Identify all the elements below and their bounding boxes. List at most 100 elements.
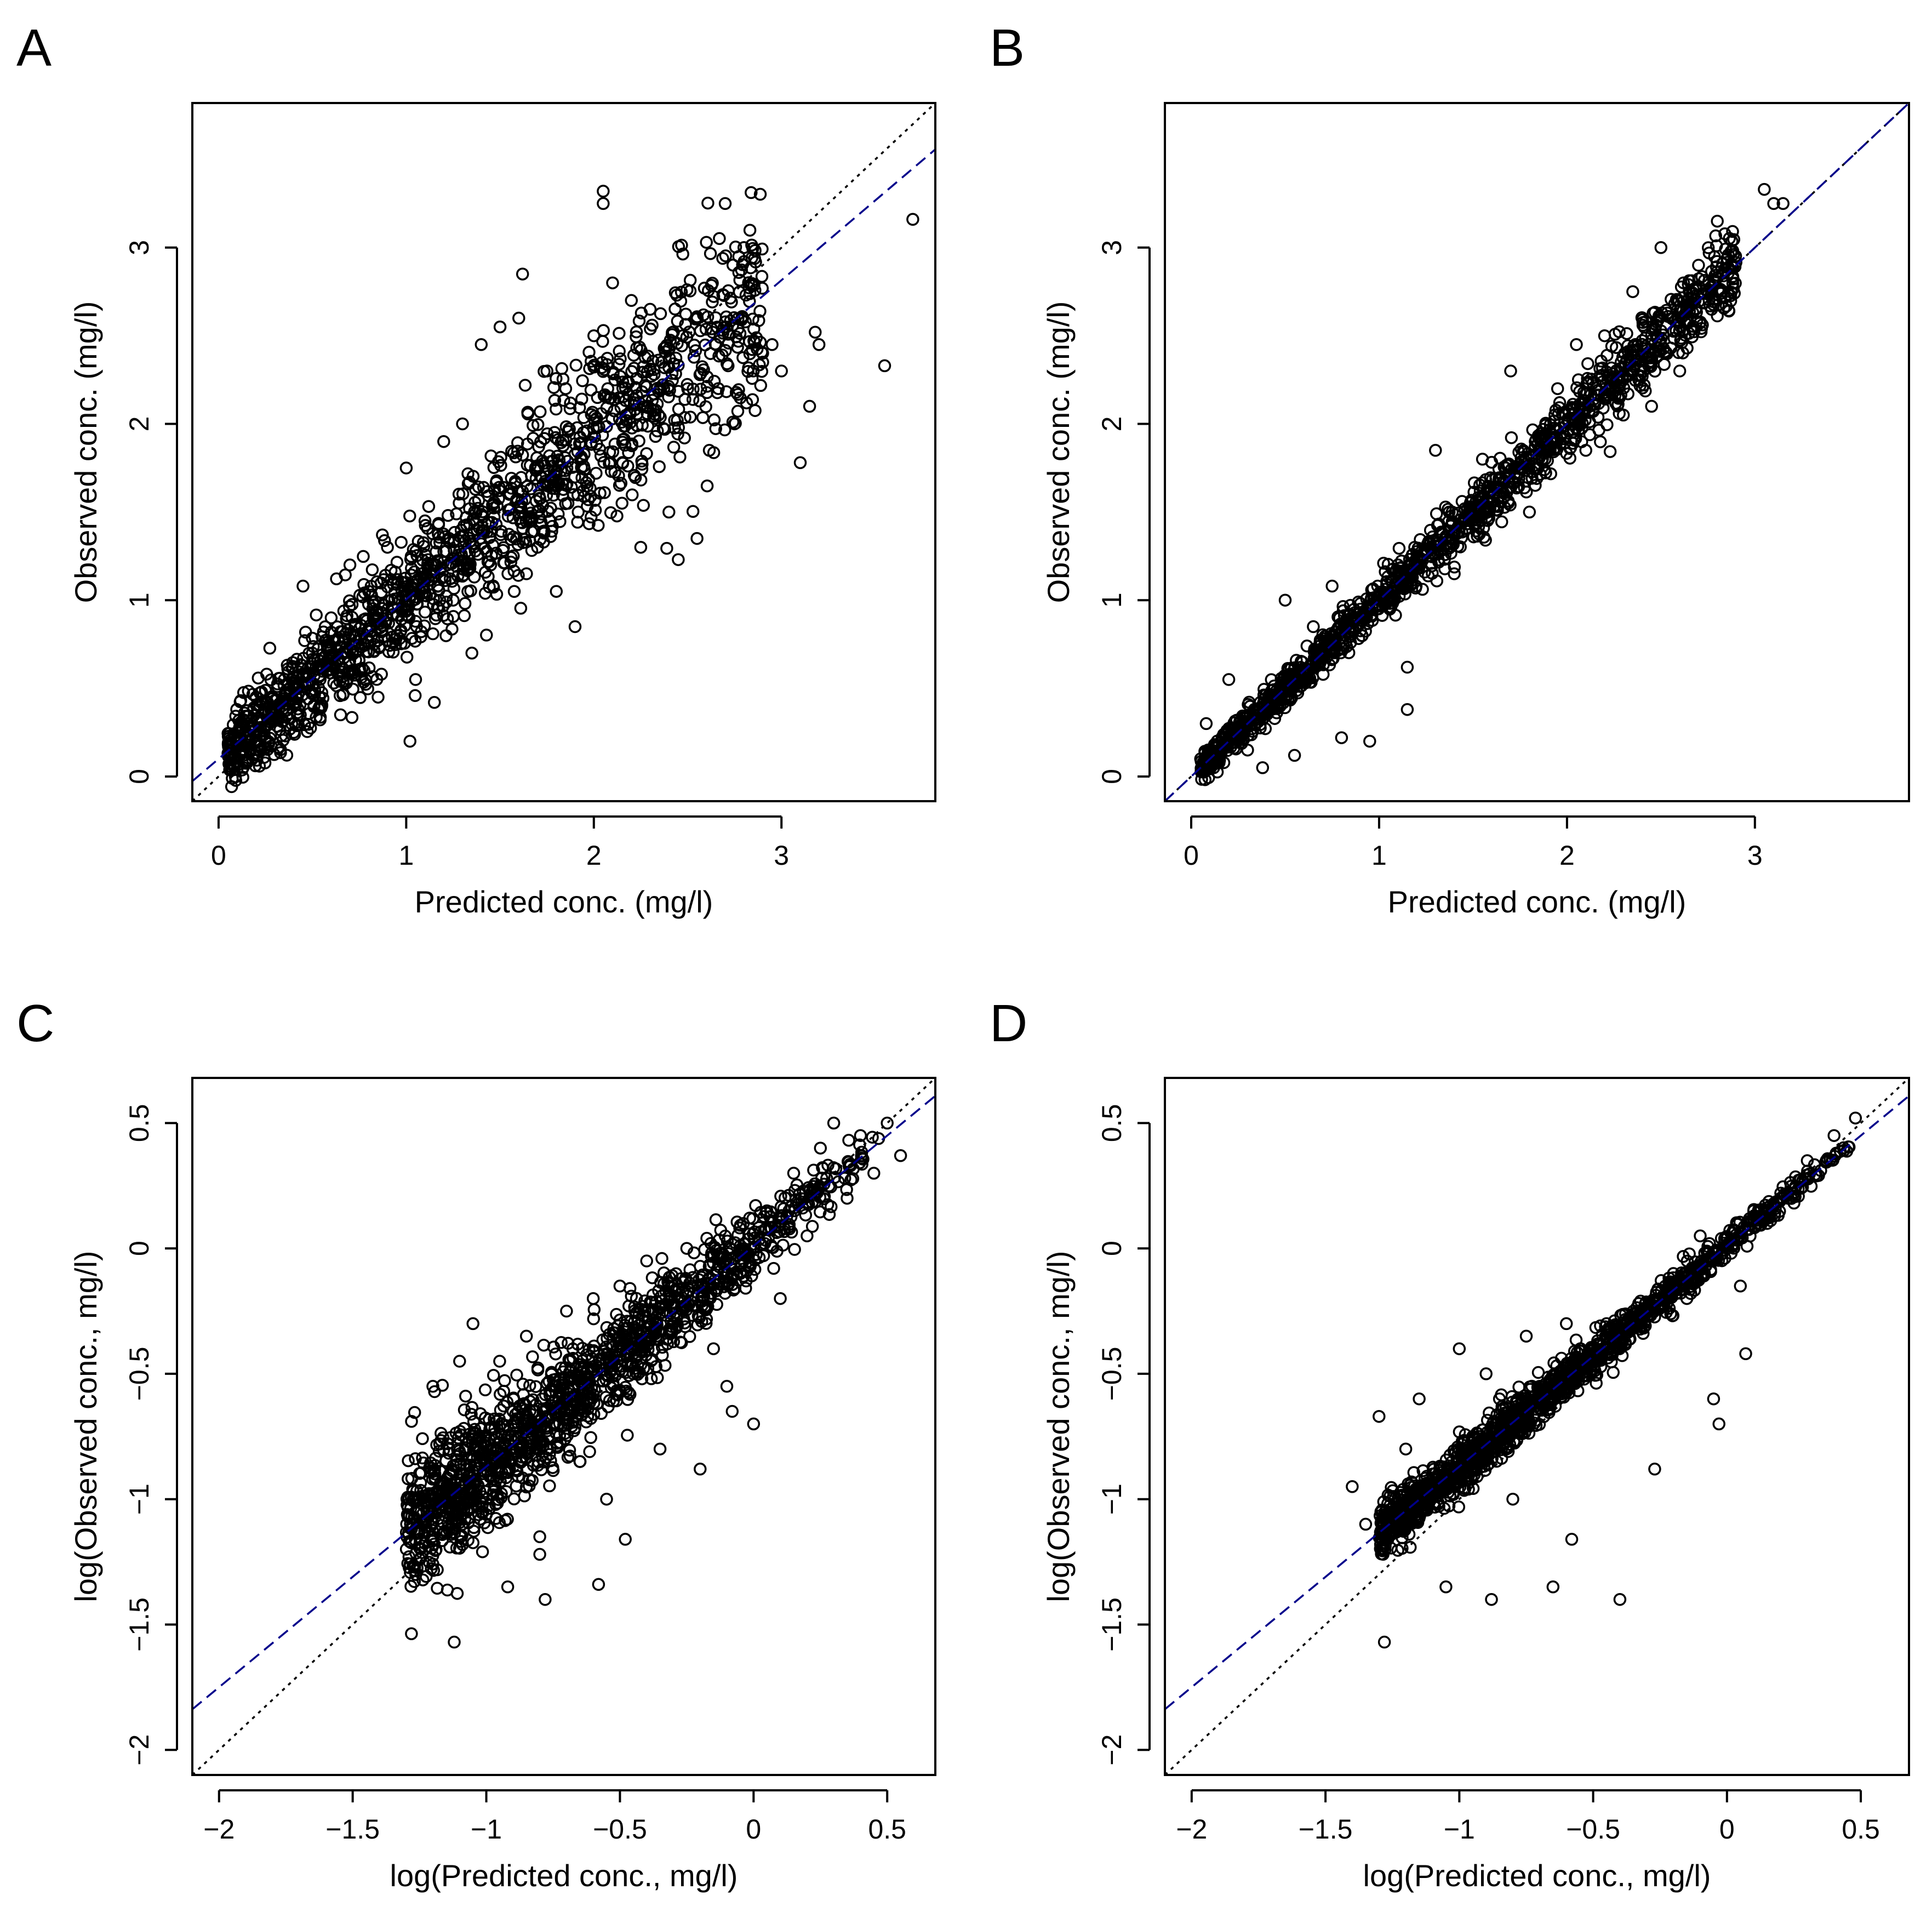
scatter-point xyxy=(706,295,719,309)
scatter-point xyxy=(421,1502,434,1515)
scatter-point xyxy=(660,541,673,555)
scatter-point xyxy=(534,405,547,419)
scatter-point xyxy=(745,1269,758,1283)
scatter-point xyxy=(559,1391,573,1405)
scatter-point xyxy=(640,1254,653,1268)
scatter-point xyxy=(583,1445,596,1458)
scatter-point xyxy=(264,704,278,717)
scatter-point xyxy=(416,1456,430,1470)
scatter-point xyxy=(645,1271,659,1285)
panel-label: C xyxy=(16,994,54,1053)
y-tick-label: −0.5 xyxy=(124,1347,155,1401)
scatter-point xyxy=(245,752,259,766)
scatter-point xyxy=(746,393,759,407)
scatter-point xyxy=(415,625,428,638)
scatter-point xyxy=(556,439,570,453)
scatter-point xyxy=(678,431,691,444)
scatter-point xyxy=(709,422,722,435)
scatter-point xyxy=(374,586,388,599)
scatter-point xyxy=(782,1218,796,1231)
scatter-point xyxy=(1448,561,1461,574)
scatter-point xyxy=(1680,315,1694,328)
scatter-point xyxy=(669,351,683,365)
scatter-point xyxy=(512,311,525,325)
scatter-point xyxy=(490,1414,504,1428)
scatter-point xyxy=(582,473,596,486)
scatter-point xyxy=(494,528,507,541)
scatter-point xyxy=(548,393,562,407)
scatter-point xyxy=(443,1540,456,1554)
scatter-point xyxy=(342,600,356,613)
scatter-point xyxy=(277,679,291,692)
scatter-point xyxy=(286,656,300,669)
scatter-point xyxy=(803,399,816,413)
scatter-point xyxy=(378,630,391,643)
scatter-point xyxy=(651,424,664,438)
scatter-point xyxy=(488,495,501,509)
scatter-point xyxy=(456,1538,469,1551)
scatter-point xyxy=(225,780,238,794)
scatter-point xyxy=(775,364,788,378)
scatter-point xyxy=(603,457,616,470)
scatter-point xyxy=(585,408,598,421)
scatter-point xyxy=(599,390,613,404)
scatter-point xyxy=(814,1205,827,1219)
scatter-point xyxy=(1626,285,1639,298)
scatter-point xyxy=(451,569,465,583)
scatter-point xyxy=(636,419,649,432)
scatter-point xyxy=(513,512,527,525)
scatter-point xyxy=(694,367,707,380)
scatter-point xyxy=(660,1309,673,1322)
scatter-point xyxy=(608,373,621,386)
scatter-point xyxy=(1457,511,1471,524)
scatter-point xyxy=(590,466,603,480)
scatter-point xyxy=(479,1492,493,1506)
scatter-point xyxy=(439,629,453,642)
scatter-point xyxy=(402,1454,415,1468)
x-tick-label: −0.5 xyxy=(593,1814,647,1845)
scatter-point xyxy=(547,1373,560,1386)
scatter-point xyxy=(631,407,644,421)
scatter-point xyxy=(700,236,713,249)
scatter-point xyxy=(521,406,534,419)
scatter-point xyxy=(418,606,432,619)
scatter-point xyxy=(371,690,385,704)
scatter-point xyxy=(675,238,688,252)
scatter-point xyxy=(378,534,391,547)
scatter-point xyxy=(1591,410,1605,424)
scatter-point xyxy=(814,1141,827,1155)
scatter-point xyxy=(472,480,485,494)
scatter-point xyxy=(683,1276,696,1290)
scatter-point xyxy=(278,673,291,686)
scatter-point xyxy=(533,504,546,517)
scatter-point xyxy=(625,1314,638,1328)
scatter-point xyxy=(606,445,620,459)
scatter-point xyxy=(1639,384,1652,398)
scatter-point xyxy=(594,449,608,463)
scatter-point xyxy=(728,417,741,431)
scatter-point xyxy=(581,499,594,513)
scatter-point xyxy=(704,1287,718,1300)
y-tick-label: 3 xyxy=(1096,240,1127,255)
scatter-point xyxy=(390,629,403,642)
scatter-point xyxy=(689,312,702,326)
scatter-point xyxy=(1435,526,1449,539)
scatter-point xyxy=(563,423,576,436)
scatter-point xyxy=(582,345,596,359)
scatter-point xyxy=(585,510,598,524)
scatter-point xyxy=(720,1252,733,1265)
scatter-point xyxy=(605,1364,618,1377)
scatter-point xyxy=(1508,467,1521,481)
scatter-point xyxy=(565,481,578,494)
scatter-point xyxy=(1499,461,1512,475)
scatter-point xyxy=(323,649,336,662)
scatter-point xyxy=(497,541,510,555)
scatter-point xyxy=(1673,364,1687,378)
scatter-point xyxy=(240,717,254,730)
scatter-point xyxy=(529,1380,542,1394)
scatter-point xyxy=(318,620,332,633)
scatter-point xyxy=(501,1419,515,1432)
scatter-point xyxy=(683,326,696,339)
scatter-point xyxy=(1309,643,1323,657)
scatter-point xyxy=(478,541,491,555)
